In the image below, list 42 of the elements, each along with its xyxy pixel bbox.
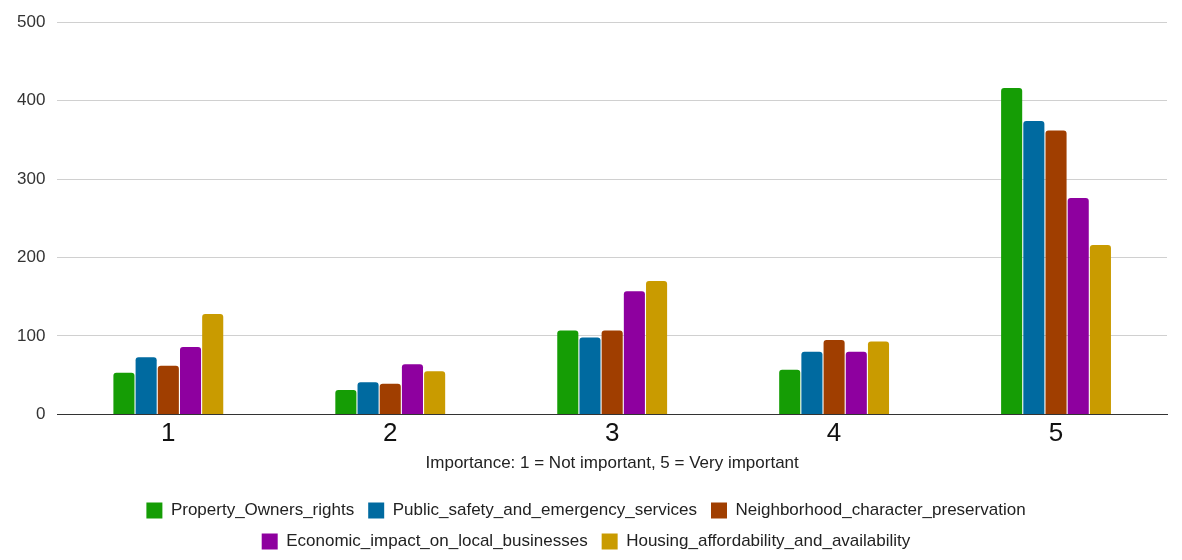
bar (424, 371, 446, 414)
bar (401, 364, 423, 414)
bar (801, 351, 823, 414)
y-tick-label: 500 (16, 11, 46, 31)
x-tick-label: 2 (383, 417, 398, 448)
bar (646, 281, 668, 414)
bar (113, 372, 135, 414)
y-tick-label: 200 (16, 247, 46, 267)
bar (579, 337, 601, 414)
bar (1089, 244, 1111, 414)
legend-label: Neighborhood_character_preservation (735, 500, 1026, 520)
legend-label: Public_safety_and_emergency_services (392, 500, 697, 520)
legend-label: Housing_affordability_and_availability (626, 531, 911, 551)
legend-label: Economic_impact_on_local_businesses (286, 531, 588, 551)
bar (157, 365, 179, 414)
x-tick-label: 4 (826, 417, 842, 448)
bar (1045, 130, 1067, 414)
bar (135, 357, 157, 414)
bar (202, 314, 224, 414)
x-tick-label: 1 (161, 417, 176, 448)
bar (867, 341, 890, 414)
bar (601, 330, 623, 414)
y-tick-label: 0 (35, 404, 46, 424)
bar (179, 346, 202, 414)
bar (379, 383, 401, 414)
x-tick-label: 5 (1048, 417, 1064, 448)
bar (557, 330, 579, 414)
y-tick-label: 400 (16, 90, 46, 110)
legend-label: Property_Owners_rights (170, 500, 355, 520)
bar (845, 351, 867, 414)
bar (779, 369, 801, 414)
x-tick-label: 3 (604, 417, 620, 448)
bar (357, 382, 379, 414)
bar (1067, 197, 1089, 414)
bar (335, 390, 357, 414)
x-axis-title: Importance: 1 = Not important, 5 = Very important (425, 453, 800, 473)
bar (1023, 121, 1045, 414)
bar (1001, 88, 1023, 414)
y-tick-label: 300 (16, 168, 46, 188)
bar (623, 291, 645, 414)
bar (823, 339, 845, 414)
y-tick-label: 100 (16, 325, 46, 345)
